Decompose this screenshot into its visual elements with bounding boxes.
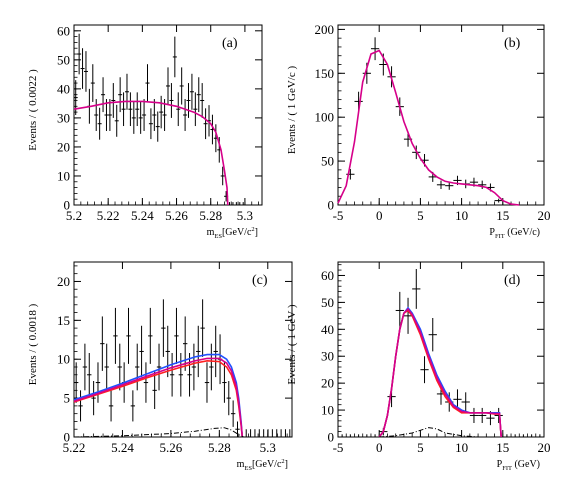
x-tick-label: 5.2 bbox=[66, 208, 82, 223]
x-tick-label: 5.22 bbox=[63, 440, 86, 455]
panel-c: 5.22 5.24 5.26 5.28 5.3 0 5 10 15 20 Events / ( 0.… bbox=[27, 261, 293, 472]
fit-curve bbox=[73, 100, 229, 206]
y-tick-label: 50 bbox=[321, 295, 334, 310]
y-tick-label: 15 bbox=[57, 313, 70, 328]
x-tick-label: 5.28 bbox=[208, 440, 231, 455]
y-tick-label: 200 bbox=[315, 22, 335, 37]
x-axis-label: mES[GeV/c2] bbox=[207, 226, 258, 240]
y-tick-label: 10 bbox=[57, 168, 70, 183]
y-tick-label: 20 bbox=[321, 376, 334, 391]
panel-label: (c) bbox=[252, 273, 268, 288]
y-tick-label: 0 bbox=[64, 430, 71, 445]
x-axis-label-part: (GeV/c) bbox=[505, 227, 540, 238]
x-tick-label: 5.24 bbox=[131, 208, 154, 223]
y-tick-label: 60 bbox=[57, 23, 70, 38]
x-axis-label-part: ] bbox=[285, 459, 288, 470]
x-tick-label: 5.26 bbox=[160, 440, 183, 455]
x-tick-label: 15 bbox=[496, 208, 509, 223]
fit-curve bbox=[378, 307, 502, 438]
x-axis-label-part: FIT bbox=[495, 233, 505, 240]
x-tick-label: 5.22 bbox=[97, 208, 120, 223]
plot-frame bbox=[73, 24, 263, 206]
y-tick-label: 30 bbox=[321, 349, 334, 364]
x-tick-label: 0 bbox=[376, 208, 383, 223]
x-tick-label: 10 bbox=[455, 440, 468, 455]
x-tick-label: 5.3 bbox=[260, 440, 276, 455]
x-axis-label-part: m bbox=[207, 227, 215, 238]
y-tick-label: 100 bbox=[315, 110, 335, 125]
y-axis-label: Events / ( 1 GeV ) bbox=[286, 304, 298, 384]
x-tick-label: 20 bbox=[538, 208, 551, 223]
x-axis-label-part: ES bbox=[214, 233, 222, 240]
fit-curve bbox=[337, 49, 520, 206]
plot-frame bbox=[73, 261, 293, 438]
x-tick-label: 5.3 bbox=[237, 208, 253, 223]
x-tick-label: 5.26 bbox=[165, 208, 188, 223]
x-tick-label: 5 bbox=[417, 208, 424, 223]
x-axis-label-part: P bbox=[489, 227, 495, 238]
y-tick-label: 0 bbox=[328, 198, 335, 213]
x-axis-label-part: 2 bbox=[281, 458, 284, 465]
x-axis-label-part: ES bbox=[244, 465, 252, 472]
y-tick-label: 0 bbox=[328, 430, 335, 445]
x-tick-label: 5.24 bbox=[111, 440, 134, 455]
fit-curve bbox=[378, 306, 502, 438]
y-tick-label: 40 bbox=[321, 322, 334, 337]
y-tick-label: 40 bbox=[57, 81, 70, 96]
x-axis-label: PFIT (GeV/c) bbox=[489, 227, 540, 240]
y-tick-label: 60 bbox=[321, 268, 334, 283]
y-tick-label: 30 bbox=[57, 110, 70, 125]
x-tick-label: 20 bbox=[538, 440, 551, 455]
x-axis-label-part: m bbox=[237, 459, 245, 470]
y-tick-label: 5 bbox=[64, 391, 71, 406]
panel-label: (d) bbox=[504, 273, 521, 288]
y-tick-label: 50 bbox=[321, 154, 334, 169]
x-axis-label-part: [GeV/c bbox=[222, 227, 252, 238]
x-axis-label-part: FIT bbox=[502, 465, 512, 472]
y-tick-label: 150 bbox=[315, 66, 335, 81]
y-tick-label: 10 bbox=[321, 403, 334, 418]
y-tick-label: 0 bbox=[64, 198, 71, 213]
x-axis-label-part: (GeV) bbox=[512, 459, 540, 470]
x-tick-label: 10 bbox=[455, 208, 468, 223]
x-tick-label: 5.28 bbox=[199, 208, 222, 223]
x-tick-label: 15 bbox=[496, 440, 509, 455]
x-axis-label-part: 2 bbox=[251, 226, 254, 233]
y-axis-label: Events / ( 1 GeV/c ) bbox=[286, 66, 298, 155]
x-axis-label-part: P bbox=[497, 459, 503, 470]
background-curve bbox=[379, 427, 479, 438]
x-axis-label-part: [GeV/c bbox=[252, 459, 282, 470]
plot-frame bbox=[337, 261, 545, 438]
y-tick-label: 20 bbox=[57, 274, 70, 289]
y-axis-label: Events / ( 0.0022 ) bbox=[27, 69, 39, 151]
fit-curve bbox=[73, 357, 244, 438]
panel-a: 5.2 5.22 5.24 5.26 5.28 5.3 0 10 20 30 40 50 60 Event… bbox=[27, 23, 263, 240]
x-tick-label: 0 bbox=[376, 440, 383, 455]
x-axis-label-part: ] bbox=[255, 227, 258, 238]
x-axis-label: mES[GeV/c2] bbox=[237, 458, 288, 472]
y-tick-label: 20 bbox=[57, 139, 70, 154]
x-tick-label: -5 bbox=[333, 208, 344, 223]
panel-label: (a) bbox=[222, 36, 238, 51]
x-tick-label: -5 bbox=[333, 440, 344, 455]
y-tick-label: 50 bbox=[57, 52, 70, 67]
background-curve bbox=[73, 427, 244, 438]
y-tick-label: 10 bbox=[57, 352, 70, 367]
x-axis-label: PFIT (GeV) bbox=[497, 459, 540, 472]
panel-label: (b) bbox=[504, 36, 521, 51]
y-axis-label: Events / ( 0.0018 ) bbox=[27, 303, 39, 385]
fit-curve bbox=[378, 309, 502, 438]
x-tick-label: 5 bbox=[417, 440, 424, 455]
plot-frame bbox=[337, 24, 545, 206]
